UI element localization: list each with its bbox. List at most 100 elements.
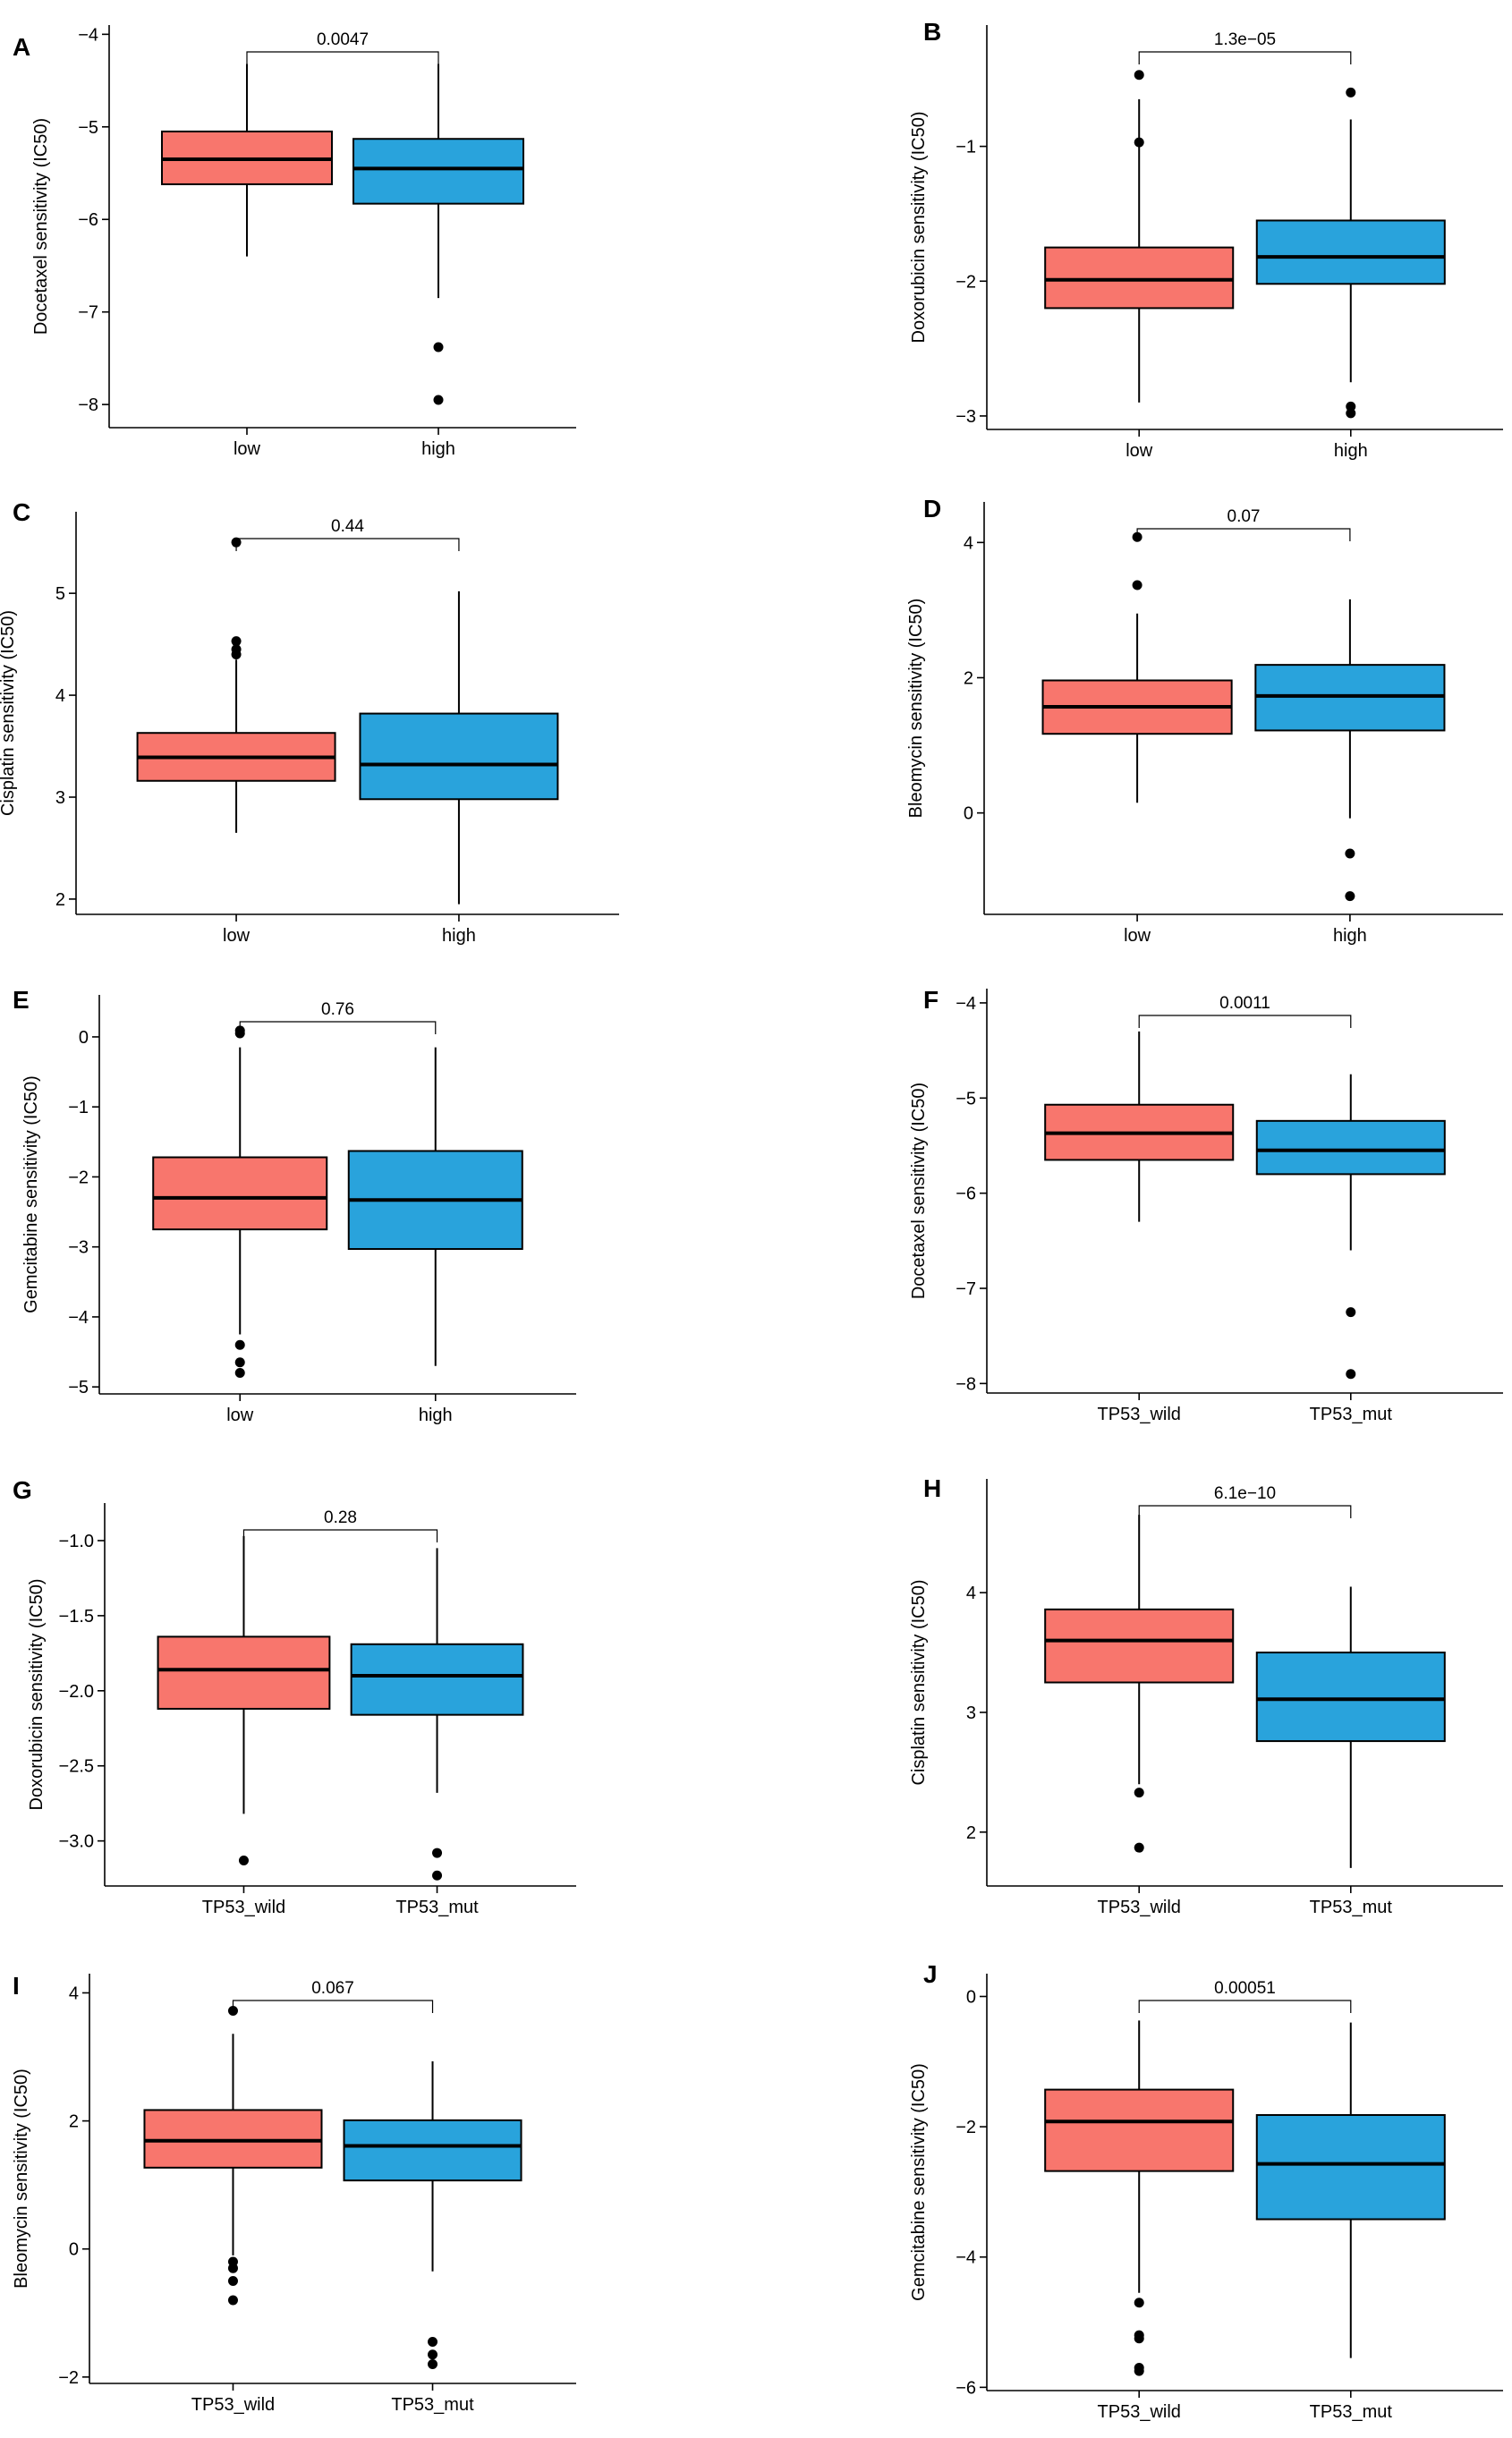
outlier-point-i xyxy=(227,2276,238,2286)
panel-letter-g: G xyxy=(13,1476,32,1504)
outlier-point-b xyxy=(1134,70,1144,81)
y-tick-label-g: −2.5 xyxy=(59,1757,94,1777)
x-tick-label-i: TP53_wild xyxy=(191,2395,275,2415)
y-tick-label-d: 2 xyxy=(964,668,973,688)
x-tick-label-h: TP53_wild xyxy=(1098,1898,1181,1917)
panel-letter-f: F xyxy=(923,986,939,1014)
significance-bracket-e xyxy=(239,1021,437,1034)
p-value-label-d: 0.07 xyxy=(1227,507,1261,526)
y-tick-label-e: −3 xyxy=(68,1238,89,1258)
panel-i: I −2 0 2 4 Bleomycin sensitivity (IC50) TP53_w… xyxy=(12,1972,576,2415)
outlier-point-a xyxy=(433,342,444,353)
significance-bracket-h xyxy=(1138,1505,1352,1518)
box-e-group1 xyxy=(152,1156,328,1231)
outlier-point-j xyxy=(1134,2298,1144,2308)
box-g-group1 xyxy=(157,1635,331,1710)
y-axis-title-g: Doxorubicin sensitivity (IC50) xyxy=(27,1579,47,1811)
significance-bracket-j xyxy=(1138,2000,1352,2013)
y-tick-label-c: 4 xyxy=(55,686,65,706)
y-tick-label-i: 4 xyxy=(69,1984,79,2003)
y-tick-label-f: −5 xyxy=(956,1089,976,1109)
y-axis-title-e: Gemcitabine sensitivity (IC50) xyxy=(21,1075,41,1313)
outlier-point-e xyxy=(234,1357,245,1368)
outlier-point-b xyxy=(1134,137,1144,148)
y-tick-label-c: 5 xyxy=(55,584,65,604)
box-j-group1 xyxy=(1044,2088,1235,2172)
p-value-label-i: 0.067 xyxy=(311,1979,354,1998)
outlier-point-i xyxy=(428,2359,438,2370)
y-tick-label-a: −7 xyxy=(78,303,98,323)
y-tick-label-c: 3 xyxy=(55,788,65,808)
outlier-point-h xyxy=(1134,1788,1144,1798)
y-tick-label-i: 0 xyxy=(69,2240,79,2260)
y-tick-label-b: −1 xyxy=(956,138,976,157)
outlier-point-i xyxy=(428,2349,438,2360)
p-value-label-g: 0.28 xyxy=(324,1508,357,1527)
significance-bracket-a xyxy=(246,51,439,64)
outlier-point-j xyxy=(1134,2333,1144,2344)
y-tick-label-i: 2 xyxy=(69,2112,79,2132)
y-axis-title-h: Cisplatin sensitivity (IC50) xyxy=(909,1579,929,1785)
p-value-label-f: 0.0011 xyxy=(1219,994,1270,1013)
outlier-point-e xyxy=(234,1368,245,1379)
outlier-point-d xyxy=(1345,891,1355,902)
y-tick-label-c: 2 xyxy=(55,890,65,910)
p-value-label-a: 0.0047 xyxy=(317,30,369,49)
p-value-label-b: 1.3e−05 xyxy=(1214,30,1276,49)
box-j-group2 xyxy=(1255,2114,1446,2221)
panel-a: A −4 −5 −6 −7 −8 Docetaxel sensitivity (IC50) l… xyxy=(13,25,576,459)
y-tick-label-i: −2 xyxy=(58,2368,79,2388)
panel-letter-i: I xyxy=(13,1972,20,2000)
y-tick-label-j: 0 xyxy=(966,1987,976,2007)
x-tick-label-b: high xyxy=(1334,441,1368,461)
x-tick-label-c: high xyxy=(442,926,476,946)
outlier-point-c xyxy=(231,644,242,655)
y-tick-label-j: −4 xyxy=(956,2248,976,2268)
outlier-point-i xyxy=(428,2336,438,2347)
y-axis-title-d: Bleomycin sensitivity (IC50) xyxy=(906,599,926,819)
y-tick-label-e: −5 xyxy=(68,1378,89,1397)
y-axis-title-a: Docetaxel sensitivity (IC50) xyxy=(31,118,51,335)
outlier-point-g xyxy=(432,1870,443,1881)
p-value-label-e: 0.76 xyxy=(321,1000,354,1019)
panel-letter-h: H xyxy=(923,1474,941,1502)
y-axis-title-f: Docetaxel sensitivity (IC50) xyxy=(909,1083,929,1299)
panel-g: G −1.0 −1.5 −2.0 −2.5 −3.0 Doxorubicin sensiti… xyxy=(13,1476,576,1917)
panel-letter-a: A xyxy=(13,33,30,61)
y-tick-label-e: −2 xyxy=(68,1168,89,1187)
x-tick-label-b: low xyxy=(1126,441,1153,461)
y-tick-label-h: 4 xyxy=(966,1584,976,1603)
panel-c: C 2 3 4 5 Cisplatin sensitivity (IC50) low high… xyxy=(0,498,619,946)
outlier-point-d xyxy=(1345,848,1355,859)
panel-letter-c: C xyxy=(13,498,30,526)
x-tick-label-g: TP53_wild xyxy=(202,1898,285,1917)
y-tick-label-h: 2 xyxy=(966,1823,976,1843)
y-tick-label-f: −7 xyxy=(956,1279,976,1299)
p-value-label-c: 0.44 xyxy=(331,517,364,536)
y-tick-label-g: −2.0 xyxy=(59,1682,94,1702)
panel-h: H 2 3 4 Cisplatin sensitivity (IC50) TP53_wil… xyxy=(909,1474,1503,1917)
panel-letter-b: B xyxy=(923,18,941,46)
p-value-label-h: 6.1e−10 xyxy=(1214,1484,1276,1503)
box-f-group2 xyxy=(1255,1119,1446,1176)
box-i-group1 xyxy=(143,2109,323,2169)
outlier-point-e xyxy=(234,1339,245,1350)
significance-bracket-i xyxy=(232,2000,434,2013)
x-tick-label-h: TP53_mut xyxy=(1310,1898,1393,1917)
y-axis-title-i: Bleomycin sensitivity (IC50) xyxy=(12,2068,31,2289)
y-tick-label-h: 3 xyxy=(966,1703,976,1723)
panel-letter-j: J xyxy=(923,1960,938,1988)
x-tick-label-a: low xyxy=(234,439,261,459)
outlier-point-i xyxy=(227,2263,238,2273)
y-tick-label-j: −6 xyxy=(956,2378,976,2398)
outlier-point-i xyxy=(227,2295,238,2306)
y-tick-label-a: −6 xyxy=(78,210,98,230)
x-tick-label-e: low xyxy=(226,1406,254,1425)
outlier-point-g xyxy=(432,1848,443,1858)
y-tick-label-e: −1 xyxy=(68,1098,89,1117)
y-tick-label-b: −3 xyxy=(956,407,976,427)
y-tick-label-f: −6 xyxy=(956,1185,976,1204)
outlier-point-g xyxy=(238,1855,249,1865)
y-tick-label-d: 0 xyxy=(964,804,973,824)
